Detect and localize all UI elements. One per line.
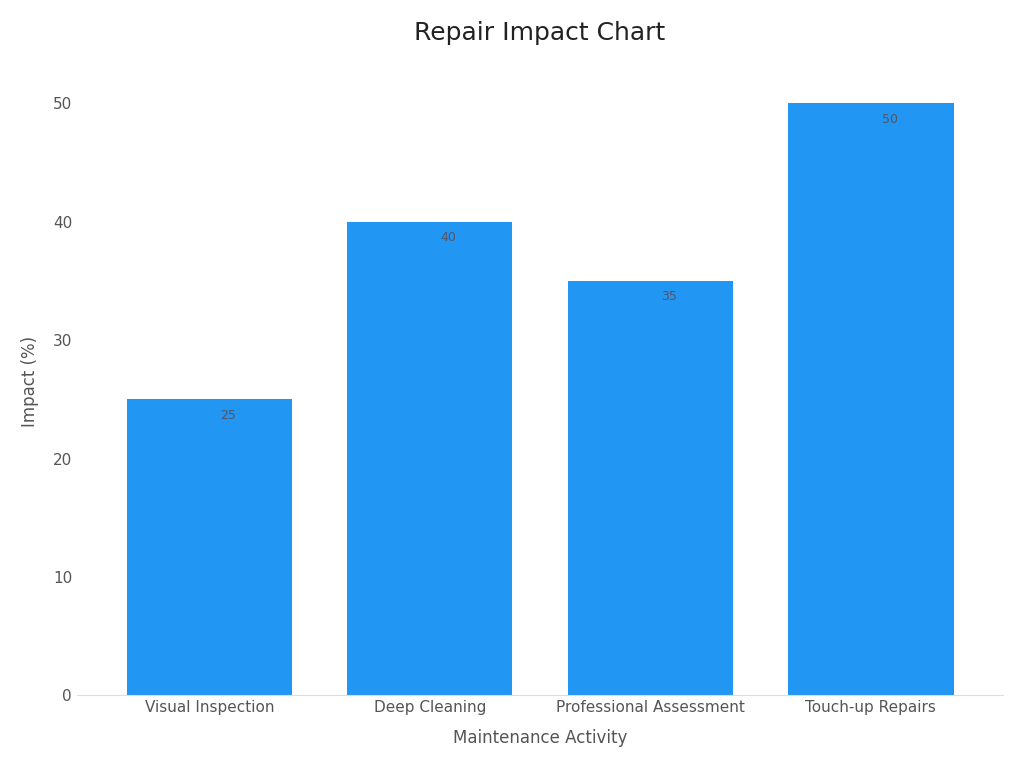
Bar <box>127 399 292 695</box>
Bar <box>788 103 953 695</box>
Text: 50: 50 <box>882 113 898 126</box>
Y-axis label: Impact (%): Impact (%) <box>20 336 39 427</box>
Text: 25: 25 <box>220 409 237 422</box>
Text: 35: 35 <box>662 290 677 303</box>
Bar <box>347 222 512 695</box>
Title: Repair Impact Chart: Repair Impact Chart <box>415 21 666 45</box>
Text: 40: 40 <box>440 231 457 244</box>
X-axis label: Maintenance Activity: Maintenance Activity <box>453 729 628 747</box>
Bar <box>567 281 733 695</box>
